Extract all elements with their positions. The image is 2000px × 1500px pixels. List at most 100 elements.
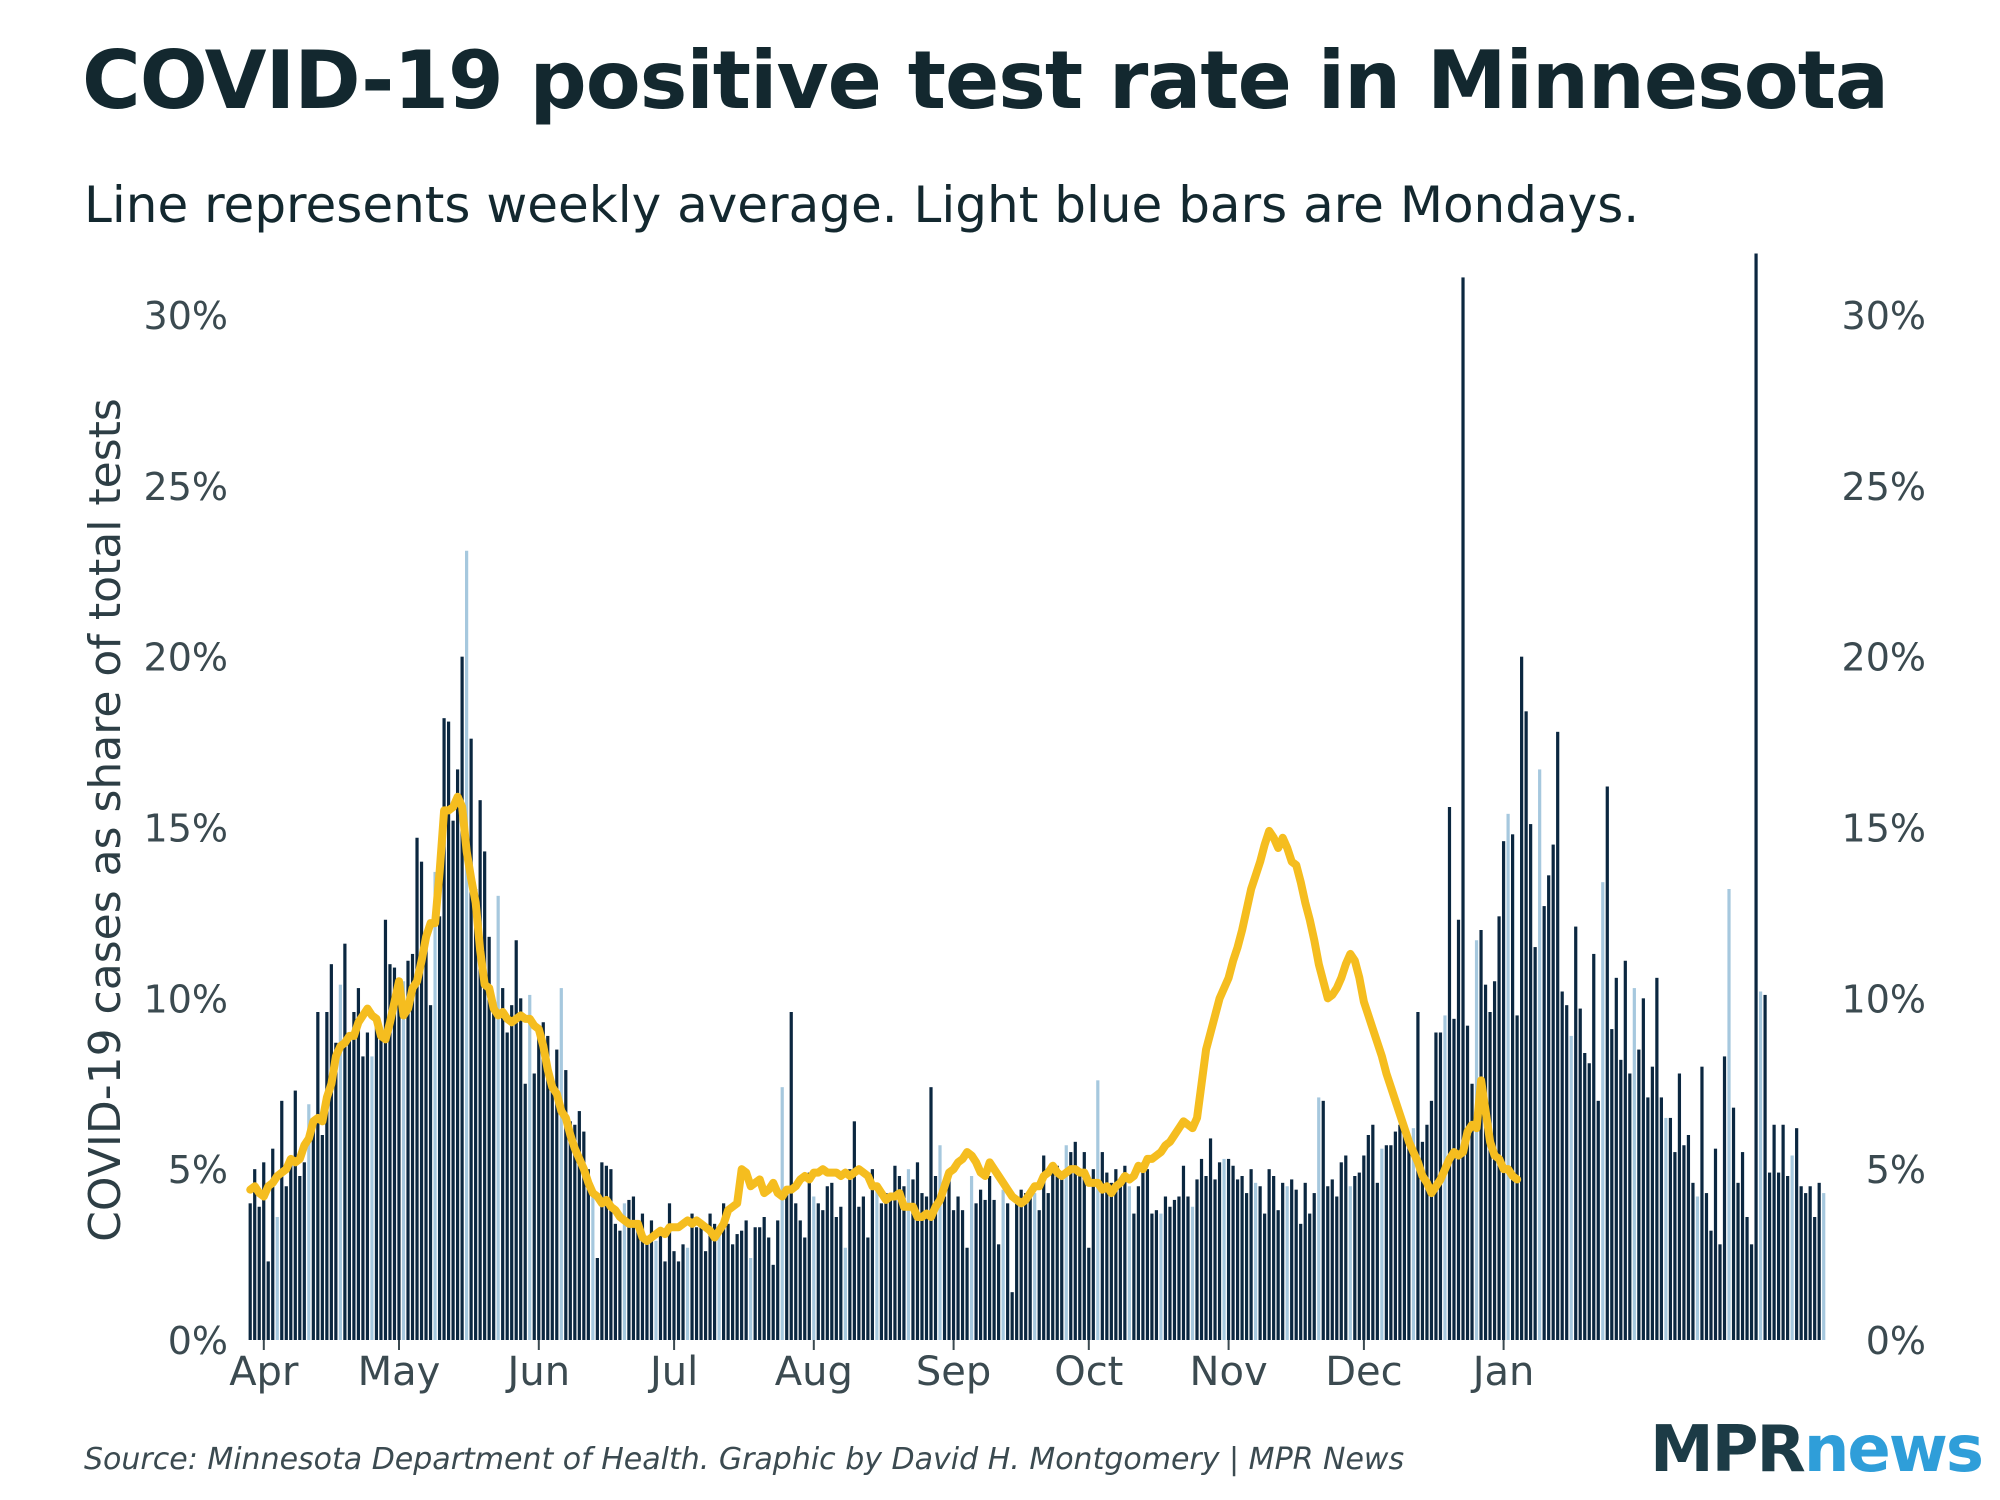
daily-bar: [428, 1005, 433, 1340]
y-tick-left: 10%: [144, 977, 228, 1021]
daily-bar: [1168, 1206, 1172, 1340]
daily-bar: [1483, 984, 1488, 1340]
daily-bar: [1817, 1182, 1821, 1340]
daily-bar: [1596, 1100, 1600, 1340]
daily-bar: [487, 936, 491, 1340]
daily-bar: [1700, 1066, 1704, 1340]
daily-bar: [1673, 1152, 1677, 1340]
daily-bar: [1263, 1213, 1267, 1340]
daily-bar: [1389, 1145, 1393, 1340]
x-axis: Apr May Jun Jul Aug Sep Oct Nov Dec Jan: [229, 1340, 1534, 1395]
daily-bar: [722, 1203, 726, 1340]
daily-bar: [1772, 1124, 1776, 1340]
daily-bar: [460, 656, 464, 1340]
daily-bar: [1808, 1186, 1812, 1340]
y-tick-right: 30%: [1842, 294, 1926, 338]
monday-bar: [496, 895, 500, 1340]
daily-bar: [573, 1124, 577, 1340]
daily-bar: [663, 1261, 667, 1340]
x-tick-label: Jul: [647, 1349, 698, 1395]
monday-bar: [1758, 991, 1763, 1340]
daily-bar: [1456, 919, 1461, 1340]
daily-bar: [469, 738, 473, 1340]
daily-bar: [1767, 1172, 1772, 1340]
daily-bar: [1244, 1193, 1249, 1340]
daily-bar: [555, 1049, 559, 1340]
daily-bar: [311, 1128, 315, 1340]
monday-bar: [654, 1240, 658, 1340]
daily-bar: [1628, 1073, 1632, 1340]
y-axis-right: 0% 5% 10% 15% 20% 25% 30%: [1842, 294, 1926, 1363]
daily-bar: [1362, 1155, 1366, 1340]
daily-bar: [406, 960, 410, 1340]
daily-bar: [771, 1264, 775, 1340]
daily-bar: [1646, 1097, 1650, 1340]
daily-bar: [978, 1189, 983, 1340]
daily-bar: [1299, 1223, 1303, 1340]
x-tick-label: Sep: [916, 1349, 991, 1395]
y-tick-right: 0%: [1866, 1319, 1926, 1363]
daily-bar: [1718, 1244, 1722, 1340]
daily-bar: [658, 1227, 663, 1340]
daily-bar: [1312, 1193, 1316, 1340]
monday-bar: [1790, 1155, 1794, 1340]
daily-bar: [1587, 1063, 1591, 1340]
daily-bar: [776, 1220, 780, 1340]
daily-bar: [613, 1223, 617, 1340]
daily-bar: [284, 1186, 288, 1340]
chart-subtitle: Line represents weekly average. Light bl…: [84, 176, 1640, 234]
daily-bar: [1709, 1230, 1713, 1340]
daily-bar: [1763, 994, 1767, 1340]
daily-bar: [911, 1179, 915, 1340]
chart-title: COVID-19 positive test rate in Minnesota: [82, 34, 1889, 127]
daily-bar: [347, 1035, 351, 1340]
daily-bar: [1731, 1107, 1736, 1340]
daily-bar: [356, 988, 361, 1340]
daily-bar: [1010, 1292, 1014, 1340]
daily-bar: [1123, 1165, 1127, 1340]
daily-bar: [1204, 1176, 1208, 1340]
daily-bar: [266, 1261, 270, 1340]
daily-bar: [541, 1022, 545, 1340]
monday-bar: [622, 1203, 627, 1340]
daily-bar: [537, 1032, 541, 1340]
daily-bar: [1006, 1203, 1010, 1340]
daily-bar: [1592, 953, 1596, 1340]
daily-bar: [735, 1234, 739, 1340]
daily-bar: [397, 998, 401, 1340]
daily-bar: [1015, 1203, 1019, 1340]
daily-bar: [1267, 1169, 1271, 1340]
daily-bar: [1745, 1217, 1749, 1340]
y-tick-left: 20%: [144, 636, 228, 680]
daily-bar: [897, 1176, 902, 1340]
monday-bar: [1096, 1080, 1100, 1340]
daily-bar: [1060, 1179, 1064, 1340]
monday-bar: [465, 550, 469, 1340]
daily-bar: [888, 1196, 893, 1340]
daily-bar: [564, 1070, 568, 1340]
daily-bar: [636, 1230, 640, 1340]
daily-bar: [1208, 1138, 1213, 1340]
daily-bar: [325, 1012, 329, 1340]
daily-bar: [1691, 1182, 1695, 1340]
daily-bar: [1497, 916, 1501, 1340]
daily-bar: [676, 1261, 681, 1340]
daily-bar: [902, 1186, 906, 1340]
daily-bar: [1136, 1186, 1140, 1340]
logo-mpr: MPR: [1649, 1413, 1806, 1487]
monday-bar: [1822, 1193, 1826, 1340]
daily-bar: [1488, 1012, 1492, 1340]
daily-bar: [1614, 977, 1618, 1340]
daily-bar: [1375, 1182, 1379, 1340]
daily-bar: [1686, 1135, 1691, 1340]
daily-bar: [1781, 1124, 1785, 1340]
y-tick-right: 5%: [1866, 1148, 1926, 1192]
daily-bar: [1641, 998, 1645, 1340]
daily-bar: [974, 1203, 978, 1340]
daily-bar: [586, 1169, 590, 1340]
y-tick-right: 20%: [1842, 636, 1926, 680]
daily-bar: [1447, 807, 1452, 1340]
daily-bar: [1429, 1100, 1434, 1340]
daily-bar: [1777, 1172, 1781, 1340]
logo-news: news: [1803, 1413, 1984, 1487]
